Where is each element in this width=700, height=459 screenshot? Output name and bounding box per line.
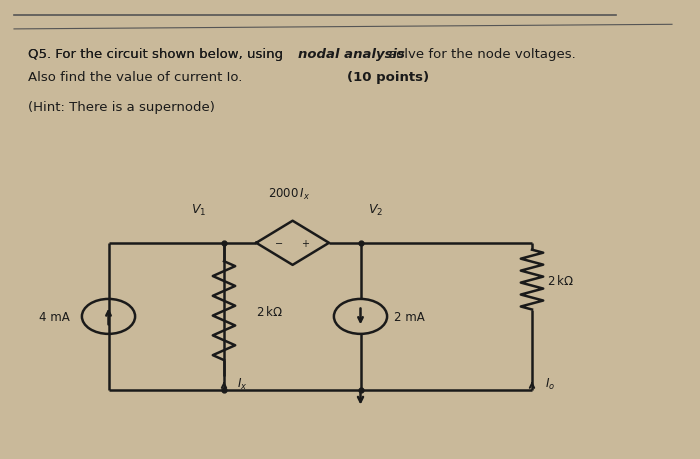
Text: (10 points): (10 points) xyxy=(347,71,430,84)
Text: $I_x$: $I_x$ xyxy=(237,376,247,391)
Text: Q5. For the circuit shown below, using: Q5. For the circuit shown below, using xyxy=(28,48,288,61)
Text: $2\,\mathrm{k\Omega}$: $2\,\mathrm{k\Omega}$ xyxy=(256,304,282,318)
Text: 2 mA: 2 mA xyxy=(394,310,425,323)
Text: −: − xyxy=(274,238,283,248)
Text: $V_1$: $V_1$ xyxy=(191,203,206,218)
Text: solve for the node voltages.: solve for the node voltages. xyxy=(385,48,575,61)
Text: Also find the value of current Io.: Also find the value of current Io. xyxy=(28,71,242,84)
Text: $2000\,I_x$: $2000\,I_x$ xyxy=(268,187,310,202)
Text: $I_o$: $I_o$ xyxy=(545,376,554,391)
Text: Q5. For the circuit shown below, using nodal analysis: Q5. For the circuit shown below, using n… xyxy=(28,48,426,61)
Text: Q5. For the circuit shown below, using: Q5. For the circuit shown below, using xyxy=(28,48,288,61)
Text: $2\,\mathrm{k\Omega}$: $2\,\mathrm{k\Omega}$ xyxy=(547,273,574,287)
Text: 4 mA: 4 mA xyxy=(39,310,70,323)
Text: (Hint: There is a supernode): (Hint: There is a supernode) xyxy=(28,101,215,114)
Text: +: + xyxy=(301,238,309,248)
Text: $V_2$: $V_2$ xyxy=(368,203,383,218)
Text: nodal analysis: nodal analysis xyxy=(298,48,405,61)
